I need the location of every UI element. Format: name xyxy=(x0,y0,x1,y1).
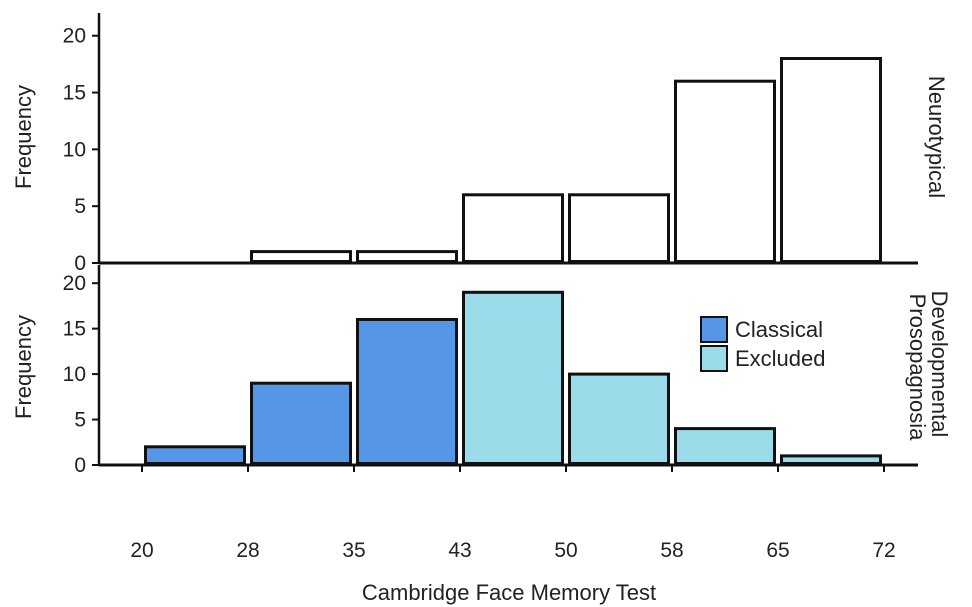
legend-label-classical: Classical xyxy=(735,317,823,342)
dp-bar xyxy=(780,454,882,465)
legend-swatch-classical xyxy=(700,316,728,343)
dp-bar xyxy=(356,318,458,465)
dp-y-tick-label: 5 xyxy=(74,409,86,432)
dp-bar xyxy=(462,290,564,465)
x-tick-label: 28 xyxy=(236,539,259,562)
x-axis: 20 28 35 43 50 58 65 72 xyxy=(130,466,896,562)
legend-label-excluded: Excluded xyxy=(735,346,826,371)
neurotypical-y-tick-label: 5 xyxy=(74,195,86,218)
neurotypical-bars xyxy=(250,57,882,264)
x-tick-label: 50 xyxy=(554,539,577,562)
x-axis-title: Cambridge Face Memory Test xyxy=(362,580,656,605)
dp-bar xyxy=(144,445,246,465)
dp-bars xyxy=(144,290,882,466)
dp-y-ticks: 0 5 10 15 20 xyxy=(63,265,918,477)
neurotypical-y-tick-label: 20 xyxy=(63,25,86,48)
neurotypical-panel: 0 5 10 15 20 Frequency Neurotypical xyxy=(11,13,949,275)
neurotypical-bar xyxy=(780,57,882,263)
neurotypical-y-axis-title: Frequency xyxy=(11,85,36,189)
neurotypical-y-tick-label: 15 xyxy=(63,82,86,105)
neurotypical-y-tick-label: 10 xyxy=(63,138,86,161)
dp-y-tick-label: 15 xyxy=(63,318,86,341)
x-tick-label: 20 xyxy=(130,539,153,562)
dp-bar xyxy=(250,381,352,466)
neurotypical-y-tick-label: 0 xyxy=(74,252,86,275)
x-tick-label: 58 xyxy=(660,539,683,562)
x-tick-label: 35 xyxy=(342,539,365,562)
neurotypical-bar xyxy=(568,193,670,263)
x-tick-label: 65 xyxy=(766,539,789,562)
legend-swatch-excluded xyxy=(700,345,728,372)
dp-y-tick-label: 10 xyxy=(63,363,86,386)
neurotypical-bar xyxy=(250,250,352,264)
x-tick-label: 43 xyxy=(448,539,471,562)
dp-bar xyxy=(568,372,670,466)
legend: Classical Excluded xyxy=(700,316,826,372)
neurotypical-bar xyxy=(356,250,458,264)
neurotypical-bar xyxy=(674,79,776,263)
dp-y-tick-label: 0 xyxy=(74,454,86,477)
neurotypical-panel-label: Neurotypical xyxy=(924,76,949,198)
dp-y-axis-title: Frequency xyxy=(11,315,36,419)
neurotypical-bar xyxy=(462,193,564,263)
x-tick-label: 72 xyxy=(872,539,895,562)
dp-panel-label-line1: Developmental xyxy=(927,291,952,438)
dp-panel: 0 5 10 15 20 Frequency Developmental Prosopa… xyxy=(11,265,952,477)
dp-bar xyxy=(674,427,776,466)
dp-y-tick-label: 20 xyxy=(63,272,86,295)
dp-panel-label: Developmental Prosopagnosia xyxy=(905,291,952,444)
neurotypical-y-ticks: 0 5 10 15 20 xyxy=(63,13,918,275)
dp-panel-label-line2: Prosopagnosia xyxy=(905,294,930,442)
